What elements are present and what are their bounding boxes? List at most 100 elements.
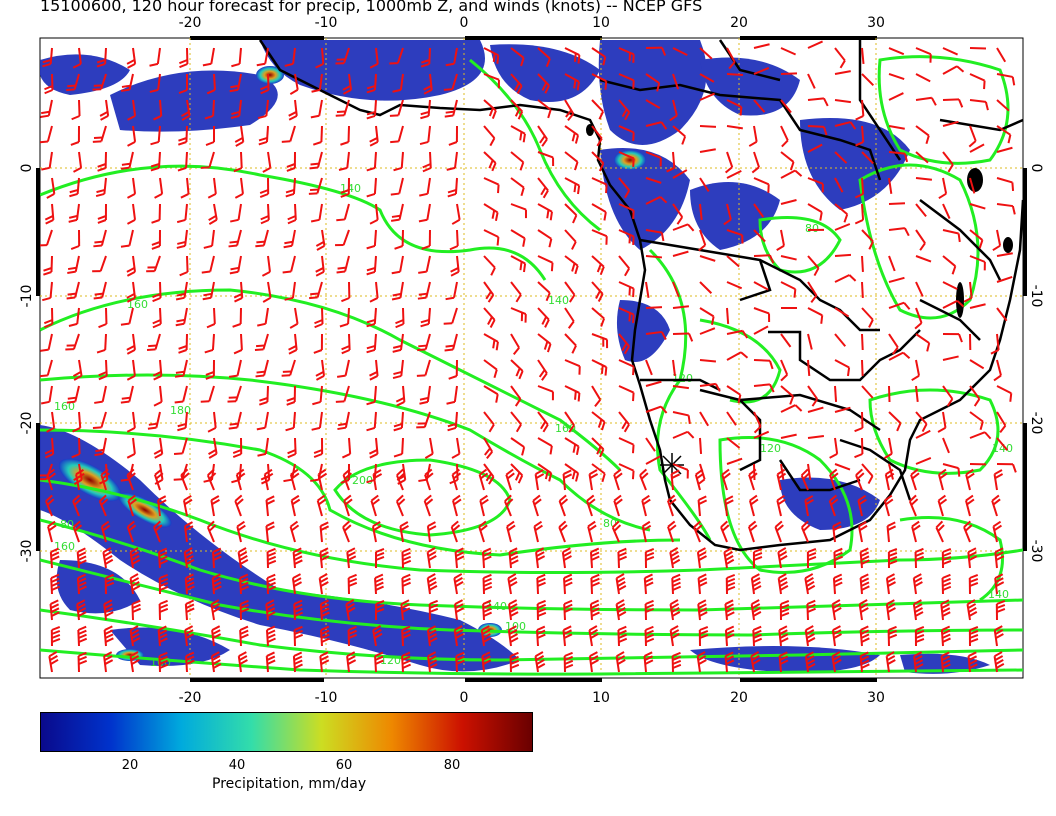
wind-barb-icon bbox=[76, 599, 87, 621]
wind-barb-icon bbox=[861, 333, 864, 351]
wind-barb-icon bbox=[591, 151, 605, 172]
wind-barb-icon bbox=[419, 385, 431, 405]
wind-barb-icon bbox=[645, 330, 667, 340]
colorbar-tick-label: 40 bbox=[228, 758, 246, 773]
wind-barb-icon bbox=[77, 651, 88, 673]
wind-barb-icon bbox=[42, 281, 53, 302]
wind-barb-icon bbox=[510, 229, 526, 247]
wind-barb-icon bbox=[510, 203, 527, 219]
wind-barb-icon bbox=[942, 255, 957, 275]
wind-barb-icon bbox=[423, 73, 433, 95]
wind-barb-icon bbox=[366, 151, 377, 172]
wind-barb-icon bbox=[147, 411, 161, 430]
wind-barb-icon bbox=[672, 203, 684, 225]
wind-barb-icon bbox=[503, 494, 514, 517]
wind-barb-icon bbox=[347, 625, 358, 647]
wind-barb-icon bbox=[669, 547, 681, 569]
wind-barb-icon bbox=[444, 99, 458, 118]
wind-barb-icon bbox=[591, 125, 603, 147]
wind-barb-icon bbox=[72, 359, 83, 381]
wind-barb-icon bbox=[564, 229, 577, 250]
wind-barb-icon bbox=[618, 125, 635, 141]
wind-barb-icon bbox=[915, 73, 931, 83]
wind-barb-icon bbox=[453, 599, 465, 621]
wind-barb-icon bbox=[292, 651, 303, 673]
wind-barb-icon bbox=[374, 548, 385, 569]
wind-barb-icon bbox=[966, 599, 978, 621]
wind-barb-icon bbox=[131, 599, 141, 621]
wind-barb-icon bbox=[76, 573, 87, 595]
wind-barb-icon bbox=[211, 625, 222, 647]
wind-barb-icon bbox=[591, 411, 606, 431]
axis-frame-bars bbox=[36, 36, 1027, 682]
wind-barb-icon bbox=[699, 125, 717, 128]
wind-barb-icon bbox=[699, 307, 715, 325]
wind-barb-icon bbox=[537, 281, 551, 302]
colorbar-tick-label: 80 bbox=[443, 758, 461, 773]
wind-barb-icon bbox=[447, 411, 458, 432]
wind-barb-icon bbox=[911, 520, 921, 543]
wind-barb-icon bbox=[313, 333, 323, 354]
wind-barb-icon bbox=[670, 469, 681, 491]
wind-barb-icon bbox=[672, 411, 691, 425]
wind-barb-icon bbox=[66, 73, 80, 92]
wind-barb-icon bbox=[44, 437, 55, 459]
wind-barb-icon bbox=[287, 437, 297, 459]
wind-barb-icon bbox=[211, 573, 222, 595]
wind-barb-icon bbox=[210, 495, 220, 517]
wind-barb-icon bbox=[915, 457, 932, 465]
wind-barb-icon bbox=[645, 73, 661, 92]
wind-barb-icon bbox=[292, 547, 303, 569]
wind-barb-icon bbox=[993, 625, 1004, 647]
wind-barb-icon bbox=[618, 281, 635, 298]
wind-barb-icon bbox=[374, 600, 385, 621]
wind-barb-icon bbox=[591, 359, 608, 376]
wind-barb-icon bbox=[40, 333, 53, 352]
wind-barb-icon bbox=[92, 125, 107, 143]
wind-barb-icon bbox=[645, 455, 661, 465]
wind-barb-icon bbox=[418, 203, 431, 223]
wind-barb-icon bbox=[537, 47, 551, 68]
wind-barb-icon bbox=[915, 47, 932, 63]
wind-barb-icon bbox=[424, 437, 434, 459]
wind-barb-icon bbox=[779, 599, 790, 621]
wind-barb-icon bbox=[698, 229, 707, 252]
wind-barb-icon bbox=[588, 469, 599, 491]
wind-barb-icon bbox=[724, 495, 734, 517]
wind-barb-icon bbox=[915, 125, 930, 145]
wind-barb-icon bbox=[483, 125, 496, 147]
wind-barb-icon bbox=[256, 47, 269, 67]
wind-barb-icon bbox=[282, 255, 296, 274]
wind-barbs bbox=[40, 40, 1017, 673]
wind-barb-icon bbox=[618, 307, 635, 324]
wind-barb-icon bbox=[859, 547, 870, 569]
wind-barb-icon bbox=[774, 520, 784, 543]
wind-barb-icon bbox=[645, 405, 668, 414]
wind-barb-icon bbox=[67, 255, 80, 274]
wind-barb-icon bbox=[320, 625, 330, 647]
contour-label: 140 bbox=[486, 600, 507, 613]
wind-barb-icon bbox=[672, 47, 688, 57]
wind-barb-icon bbox=[158, 651, 169, 673]
wind-barb-icon bbox=[372, 625, 383, 647]
wind-barb-icon bbox=[780, 169, 803, 179]
wind-barb-icon bbox=[68, 203, 80, 223]
wind-barb-icon bbox=[152, 359, 163, 381]
wind-barb-icon bbox=[590, 573, 600, 595]
wind-barb-icon bbox=[483, 47, 500, 64]
wind-barb-icon bbox=[256, 411, 269, 431]
wind-barb-icon bbox=[996, 385, 1013, 402]
wind-barb-icon bbox=[777, 547, 788, 569]
wind-barb-icon bbox=[126, 203, 137, 225]
wind-barb-icon bbox=[969, 303, 986, 309]
wind-barb-icon bbox=[834, 253, 852, 257]
wind-barb-icon bbox=[996, 125, 1012, 144]
wind-barb-icon bbox=[154, 463, 164, 485]
wind-barb-icon bbox=[510, 411, 522, 433]
wind-barb-icon bbox=[699, 177, 710, 192]
wind-barb-icon bbox=[483, 73, 500, 89]
wind-barb-icon bbox=[750, 573, 762, 595]
wind-barb-icon bbox=[639, 468, 649, 491]
wind-barb-icon bbox=[318, 573, 329, 595]
wind-barb-icon bbox=[338, 151, 350, 171]
